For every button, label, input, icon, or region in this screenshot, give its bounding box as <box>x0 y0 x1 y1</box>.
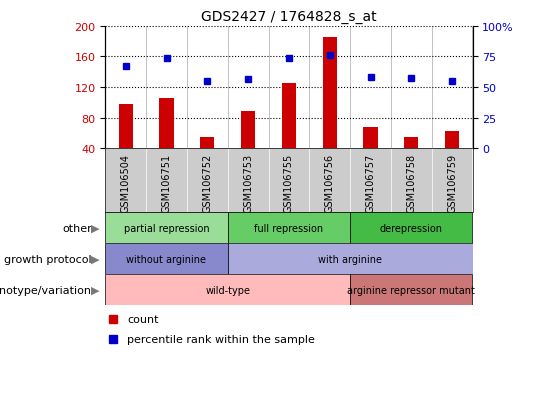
Bar <box>350 275 472 306</box>
Text: GSM106753: GSM106753 <box>243 154 253 213</box>
Bar <box>228 213 350 244</box>
Text: GSM106751: GSM106751 <box>161 154 172 213</box>
Text: with arginine: with arginine <box>318 254 382 264</box>
Text: count: count <box>127 315 159 325</box>
Bar <box>322 38 337 149</box>
Text: full repression: full repression <box>254 223 323 233</box>
Text: wild-type: wild-type <box>205 285 250 295</box>
Text: genotype/variation: genotype/variation <box>0 285 92 295</box>
Text: GSM106758: GSM106758 <box>406 154 416 213</box>
Text: without arginine: without arginine <box>126 254 206 264</box>
Text: partial repression: partial repression <box>124 223 210 233</box>
Bar <box>200 137 214 149</box>
Bar <box>350 213 472 244</box>
Text: percentile rank within the sample: percentile rank within the sample <box>127 334 315 344</box>
Text: GSM106504: GSM106504 <box>121 154 131 213</box>
Title: GDS2427 / 1764828_s_at: GDS2427 / 1764828_s_at <box>201 10 377 24</box>
Bar <box>241 112 255 149</box>
Text: GSM106756: GSM106756 <box>325 154 335 213</box>
Bar <box>105 244 228 275</box>
Text: derepression: derepression <box>380 223 443 233</box>
Bar <box>363 127 377 149</box>
Text: other: other <box>62 223 92 233</box>
Text: GSM106759: GSM106759 <box>447 154 457 213</box>
Text: arginine repressor mutant: arginine repressor mutant <box>347 285 475 295</box>
Text: ▶: ▶ <box>91 285 100 295</box>
Bar <box>159 99 174 149</box>
Bar <box>282 84 296 149</box>
Text: ▶: ▶ <box>91 254 100 264</box>
Text: GSM106757: GSM106757 <box>366 154 375 213</box>
Text: growth protocol: growth protocol <box>4 254 92 264</box>
Bar <box>119 104 133 149</box>
Bar <box>404 137 418 149</box>
Bar <box>228 244 472 275</box>
Text: ▶: ▶ <box>91 223 100 233</box>
Text: GSM106755: GSM106755 <box>284 154 294 213</box>
Bar <box>105 275 350 306</box>
Bar <box>105 213 228 244</box>
Bar <box>445 132 459 149</box>
Text: GSM106752: GSM106752 <box>202 154 212 213</box>
